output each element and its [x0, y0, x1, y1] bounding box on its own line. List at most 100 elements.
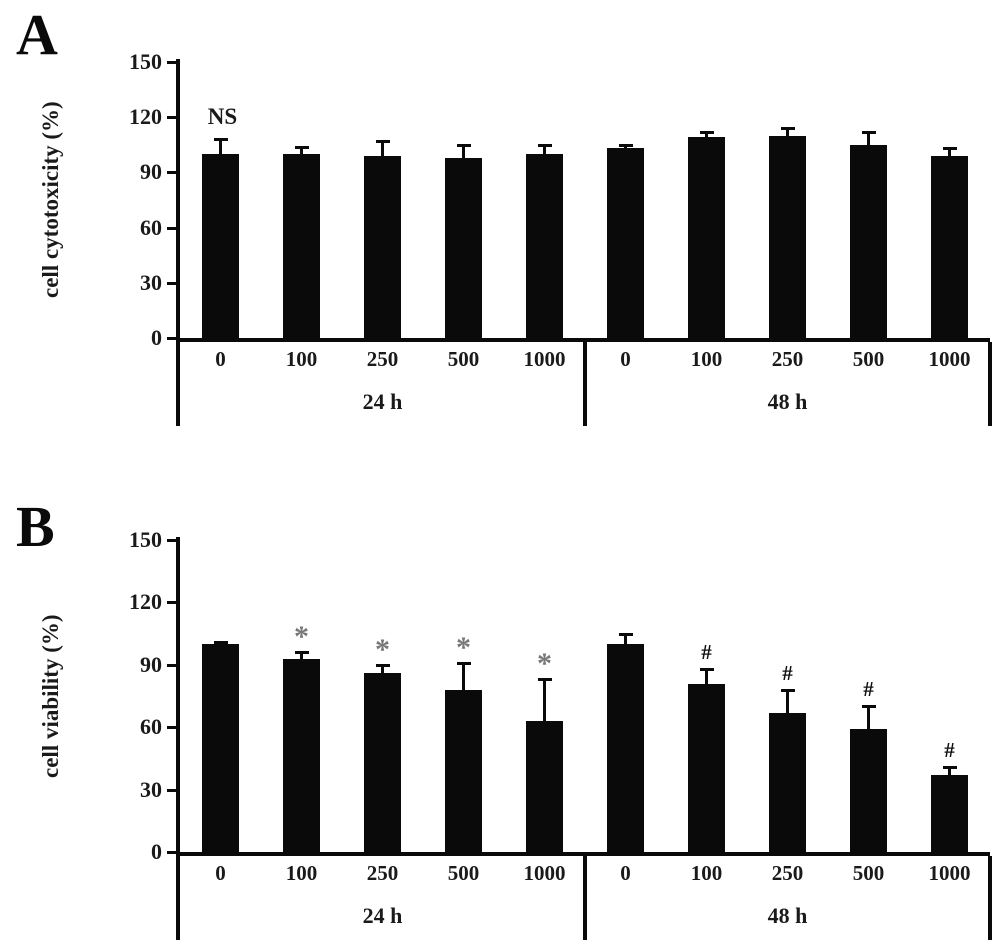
- y-tick: [167, 116, 176, 120]
- sig-hash: #: [701, 639, 712, 664]
- bar-24h-0: [202, 154, 239, 338]
- y-tick: [167, 226, 176, 230]
- error-bar: [543, 679, 546, 723]
- y-tick: [167, 61, 176, 64]
- y-tick-label: 30: [140, 269, 162, 295]
- x-tick-label: 1000: [928, 347, 971, 371]
- error-bar: [867, 131, 870, 147]
- x-tick-label: 500: [852, 347, 885, 371]
- annotation-ns: NS: [207, 104, 238, 130]
- error-bar-cap: [942, 147, 957, 151]
- group-bracket-line: [176, 342, 180, 426]
- bar-48h-500: [850, 729, 887, 852]
- group-bracket-line: [583, 342, 587, 426]
- group-bracket-line: [176, 856, 180, 940]
- bar-48h-250: [769, 712, 806, 852]
- sig-hash: #: [782, 660, 793, 685]
- y-tick: [167, 539, 176, 542]
- y-tick-label: 30: [140, 776, 162, 802]
- error-bar: [300, 146, 303, 156]
- bar-48h-250: [769, 135, 806, 338]
- error-bar-cap: [456, 661, 471, 665]
- error-bar: [948, 148, 951, 158]
- x-tick-label: 250: [366, 347, 399, 371]
- group-label: 24 h: [362, 903, 403, 928]
- y-tick-label: 90: [140, 651, 162, 677]
- sig-asterisk: *: [375, 632, 390, 666]
- bar-24h-250: [364, 155, 401, 338]
- error-bar-cap: [294, 145, 309, 149]
- y-tick: [167, 851, 176, 854]
- y-tick-label: 60: [140, 214, 162, 240]
- error-bar-cap: [861, 130, 876, 134]
- bar-48h-1000: [931, 155, 968, 338]
- y-tick: [167, 281, 176, 285]
- group-label: 48 h: [767, 389, 808, 414]
- error-bar: [543, 144, 546, 156]
- panel-B-y-axis-title: cell viability (%): [38, 614, 63, 778]
- bar-48h-100: [688, 683, 725, 852]
- group-bracket-line: [988, 342, 992, 426]
- error-bar-cap: [213, 138, 228, 142]
- x-tick-label: 100: [285, 861, 318, 885]
- panel-B-letter: B: [16, 494, 55, 559]
- error-bar: [624, 633, 627, 646]
- bar-24h-250: [364, 673, 401, 852]
- y-tick-label: 0: [151, 839, 162, 864]
- x-tick-label: 1000: [523, 861, 566, 885]
- y-axis: [176, 537, 180, 855]
- error-bar-cap: [699, 130, 714, 134]
- bar-48h-0: [607, 148, 644, 338]
- bar-24h-500: [445, 689, 482, 852]
- error-bar-cap: [618, 632, 633, 636]
- x-tick-label: 100: [285, 347, 318, 371]
- x-tick-label: 500: [447, 347, 480, 371]
- x-tick-label: 0: [620, 347, 631, 371]
- y-tick: [167, 337, 176, 340]
- bar-48h-100: [688, 137, 725, 338]
- error-bar: [462, 144, 465, 160]
- y-tick: [167, 171, 176, 175]
- y-tick-label: 150: [129, 527, 162, 552]
- y-tick-label: 60: [140, 714, 162, 740]
- error-bar: [219, 641, 222, 646]
- x-axis: [176, 852, 990, 856]
- panel-B: B cell viability (%) 0 30 60 90 120 150 0 * 100 *…: [0, 460, 1004, 942]
- error-bar: [381, 141, 384, 158]
- y-tick-label: 120: [129, 589, 162, 615]
- error-bar-cap: [375, 140, 390, 144]
- x-tick-label: 1000: [523, 347, 566, 371]
- y-tick-label: 90: [140, 159, 162, 185]
- sig-asterisk: *: [294, 620, 309, 654]
- y-tick: [167, 663, 176, 667]
- error-bar-cap: [942, 765, 957, 769]
- error-bar: [867, 706, 870, 732]
- x-tick-label: 0: [215, 861, 226, 885]
- x-axis: [176, 338, 990, 342]
- error-bar: [300, 652, 303, 661]
- panel-A: A cell cytotoxicity (%) 0 30 60 90 120 150 0 10…: [0, 0, 1004, 460]
- error-bar: [786, 128, 789, 138]
- bar-24h-100: [283, 658, 320, 852]
- y-tick-label: 0: [151, 325, 162, 350]
- bar-24h-1000: [526, 720, 563, 852]
- x-tick-label: 250: [771, 861, 804, 885]
- x-tick-label: 500: [447, 861, 480, 885]
- x-tick-label: 500: [852, 861, 885, 885]
- error-bar-cap: [699, 667, 714, 671]
- error-bar-cap: [294, 651, 309, 655]
- error-bar-cap: [537, 678, 552, 682]
- error-bar-cap: [780, 127, 795, 131]
- x-tick-label: 100: [690, 861, 723, 885]
- bar-24h-0: [202, 644, 239, 852]
- error-bar-cap: [213, 640, 228, 644]
- error-bar: [462, 662, 465, 692]
- error-bar-cap: [375, 663, 390, 667]
- y-tick: [167, 601, 176, 605]
- error-bar-cap: [537, 143, 552, 147]
- y-tick-label: 150: [129, 49, 162, 74]
- error-bar-cap: [456, 143, 471, 147]
- y-tick: [167, 788, 176, 792]
- y-axis: [176, 59, 180, 341]
